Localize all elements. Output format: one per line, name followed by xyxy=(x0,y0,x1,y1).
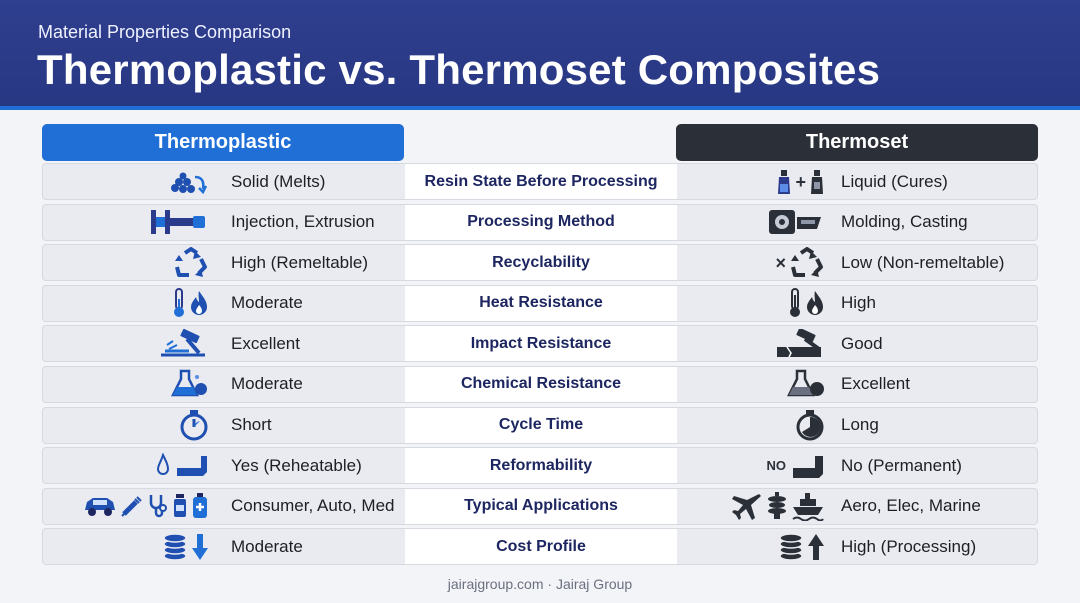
arrow-down-icon xyxy=(191,532,209,562)
thermoset-value: Aero, Elec, Marine xyxy=(841,496,981,516)
thermoplastic-value: Injection, Extrusion xyxy=(231,212,375,232)
property-label: Cost Profile xyxy=(405,529,677,565)
ship-icon xyxy=(791,491,825,522)
thermoset-value: Molding, Casting xyxy=(841,212,968,232)
thermoplastic-value: Moderate xyxy=(231,293,303,313)
table-row: High (Remeltable) Recyclability × Low (N… xyxy=(42,244,1038,282)
mold-press-icon xyxy=(767,207,825,237)
footer: jairajgroup.com · Jairaj Group xyxy=(0,576,1080,592)
property-label: Recyclability xyxy=(405,245,677,281)
hammer-icon xyxy=(159,328,209,359)
table-row: Injection, Extrusion Processing Method M… xyxy=(42,203,1038,241)
coins-icon xyxy=(162,532,188,562)
thermoplastic-value: Consumer, Auto, Med xyxy=(231,496,395,516)
airplane-icon xyxy=(731,491,763,521)
column-header-thermoplastic: Thermoplastic xyxy=(42,124,404,161)
thermoplastic-value: High (Remeltable) xyxy=(231,252,368,272)
table-row: Short Cycle Time Long xyxy=(42,406,1038,444)
header-banner: Material Properties Comparison Thermopla… xyxy=(0,0,1080,110)
thermoset-value: Liquid (Cures) xyxy=(841,171,948,191)
thermoset-value: Long xyxy=(841,415,879,435)
thermoplastic-value: Excellent xyxy=(231,333,300,353)
table-row: Moderate Chemical Resistance Excellent xyxy=(42,365,1038,403)
thermoset-value: No (Permanent) xyxy=(841,455,962,475)
footer-separator: · xyxy=(547,576,553,592)
recycle-icon xyxy=(789,246,825,279)
bottle-icon xyxy=(809,168,825,196)
bottle-icon xyxy=(776,168,792,196)
arrow-up-icon xyxy=(807,532,825,562)
x-icon: × xyxy=(775,252,786,273)
header-accent-bar xyxy=(0,106,1080,110)
table-row: Consumer, Auto, Med Typical Applications… xyxy=(42,487,1038,525)
no-badge: NO xyxy=(766,458,787,474)
footer-company: Jairaj Group xyxy=(555,576,633,592)
footer-site: jairajgroup.com xyxy=(447,576,544,592)
property-label: Impact Resistance xyxy=(405,326,677,362)
recycle-icon xyxy=(173,246,209,279)
thermoset-value: High (Processing) xyxy=(841,536,977,556)
bent-sheet-icon xyxy=(789,452,825,480)
stopwatch-icon xyxy=(795,409,825,441)
comparison-table: Solid (Melts) Resin State Before Process… xyxy=(42,163,1038,569)
table-row: Yes (Reheatable) Reformability NO No (Pe… xyxy=(42,447,1038,485)
hammer-icon xyxy=(775,328,825,359)
property-label: Chemical Resistance xyxy=(405,366,677,402)
thermoset-value: Low (Non-remeltable) xyxy=(841,252,1005,272)
table-row: Solid (Melts) Resin State Before Process… xyxy=(42,163,1038,200)
bent-sheet-icon xyxy=(173,452,209,480)
thermoplastic-value: Short xyxy=(231,415,272,435)
property-label: Reformability xyxy=(405,448,677,484)
flask-icon xyxy=(787,369,825,399)
property-label: Typical Applications xyxy=(405,488,677,524)
thermoplastic-value: Yes (Reheatable) xyxy=(231,455,362,475)
thermoplastic-value: Moderate xyxy=(231,374,303,394)
thermoset-value: High xyxy=(841,293,876,313)
thermometer-icon xyxy=(172,287,186,319)
property-label: Processing Method xyxy=(405,204,677,240)
table-row: Moderate Heat Resistance High xyxy=(42,284,1038,322)
flame-icon xyxy=(805,289,825,317)
page-title: Thermoplastic vs. Thermoset Composites xyxy=(37,46,881,93)
thermoplastic-value: Moderate xyxy=(231,536,303,556)
thermoset-value: Excellent xyxy=(841,374,910,394)
flame-icon xyxy=(156,452,170,479)
thermoplastic-value: Solid (Melts) xyxy=(231,171,326,191)
column-header-thermoset: Thermoset xyxy=(676,124,1038,161)
flask-icon xyxy=(171,369,209,399)
bottle-icon xyxy=(172,493,188,519)
plus-icon: + xyxy=(795,171,806,192)
property-label: Heat Resistance xyxy=(405,285,677,321)
table-row: Excellent Impact Resistance Good xyxy=(42,325,1038,363)
page-subtitle: Material Properties Comparison xyxy=(38,22,292,42)
insulator-icon xyxy=(766,491,788,521)
car-icon xyxy=(83,494,117,518)
flame-icon xyxy=(189,289,209,317)
injection-machine-icon xyxy=(149,207,209,237)
stopwatch-icon xyxy=(179,409,209,441)
thermometer-icon xyxy=(788,287,802,319)
pellets-icon xyxy=(169,169,209,195)
table-row: Moderate Cost Profile High (Processing) xyxy=(42,528,1038,566)
coins-icon xyxy=(778,532,804,562)
stethoscope-icon xyxy=(147,493,169,519)
device-icon xyxy=(191,492,209,520)
property-label: Resin State Before Processing xyxy=(405,164,677,199)
property-label: Cycle Time xyxy=(405,407,677,443)
thermoset-value: Good xyxy=(841,333,883,353)
syringe-icon xyxy=(120,494,144,518)
